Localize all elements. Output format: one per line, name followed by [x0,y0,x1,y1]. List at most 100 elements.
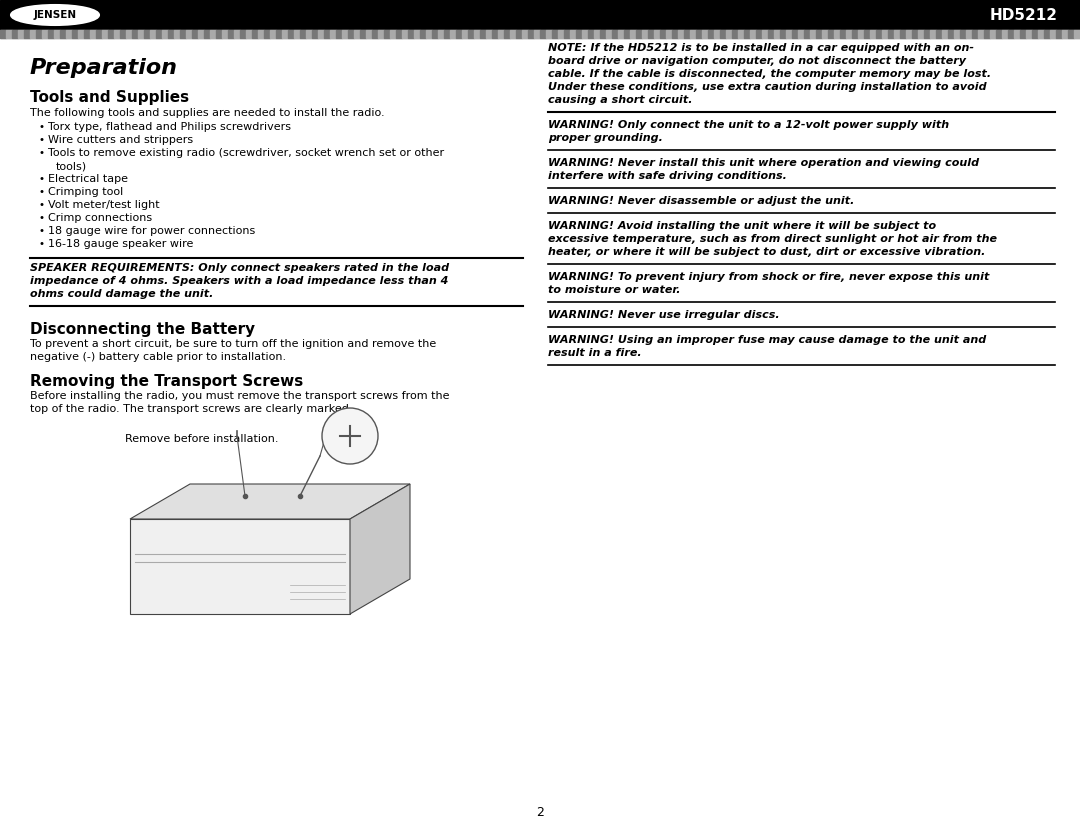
Bar [576,30,582,38]
Bar [240,30,246,38]
Bar [954,30,960,38]
Polygon shape [350,484,410,614]
Text: WARNING! Avoid installing the unit where it will be subject to: WARNING! Avoid installing the unit where… [548,221,936,231]
Bar [636,30,642,38]
Bar [546,30,552,38]
Bar [1002,30,1008,38]
Bar [918,30,924,38]
Bar [342,30,348,38]
Bar [936,30,942,38]
Text: The following tools and supplies are needed to install the radio.: The following tools and supplies are nee… [30,108,384,118]
Bar [168,30,174,38]
Bar [300,30,306,38]
Bar [90,30,96,38]
Text: •: • [38,148,44,158]
Bar [996,30,1002,38]
Bar [432,30,438,38]
Bar [150,30,156,38]
Bar [0,30,1080,38]
Bar [60,30,66,38]
Text: WARNING! Never use irregular discs.: WARNING! Never use irregular discs. [548,310,780,320]
Bar [390,30,396,38]
Bar [6,30,12,38]
Bar [186,30,192,38]
Text: Remove before installation.: Remove before installation. [125,434,279,444]
Bar [246,30,252,38]
Bar [888,30,894,38]
Bar [906,30,912,38]
Text: Crimp connections: Crimp connections [48,213,152,223]
Bar [672,30,678,38]
Bar [702,30,708,38]
Bar [804,30,810,38]
Bar [1068,30,1074,38]
Text: Torx type, flathead and Philips screwdrivers: Torx type, flathead and Philips screwdri… [48,122,291,132]
Bar [0,0,1080,30]
Text: •: • [38,226,44,236]
Text: heater, or where it will be subject to dust, dirt or excessive vibration.: heater, or where it will be subject to d… [548,247,985,257]
Bar [648,30,654,38]
Text: •: • [38,213,44,223]
Bar [54,30,60,38]
Text: board drive or navigation computer, do not disconnect the battery: board drive or navigation computer, do n… [548,56,966,66]
Text: Preparation: Preparation [30,58,178,78]
Bar [1044,30,1050,38]
Bar [984,30,990,38]
Bar [744,30,750,38]
Bar [282,30,288,38]
Text: Removing the Transport Screws: Removing the Transport Screws [30,374,303,389]
Bar [960,30,966,38]
Text: Before installing the radio, you must remove the transport screws from the: Before installing the radio, you must re… [30,391,449,401]
Bar [828,30,834,38]
Bar [510,30,516,38]
Bar [1056,30,1062,38]
Text: result in a fire.: result in a fire. [548,348,642,358]
Bar [822,30,828,38]
Bar [192,30,198,38]
Bar [486,30,492,38]
Bar [642,30,648,38]
Text: Under these conditions, use extra caution during installation to avoid: Under these conditions, use extra cautio… [548,82,987,92]
Text: 18 gauge wire for power connections: 18 gauge wire for power connections [48,226,255,236]
Bar [618,30,624,38]
Bar [834,30,840,38]
Bar [210,30,216,38]
Bar [366,30,372,38]
Bar [312,30,318,38]
Bar [768,30,774,38]
Text: •: • [38,174,44,184]
Bar [144,30,150,38]
Bar [726,30,732,38]
Bar [198,30,204,38]
Bar [126,30,132,38]
Ellipse shape [11,5,99,25]
Bar [36,30,42,38]
Bar [18,30,24,38]
Bar [894,30,900,38]
Bar [798,30,804,38]
Bar [786,30,792,38]
Bar [324,30,330,38]
Bar [180,30,186,38]
Bar [924,30,930,38]
Text: ohms could damage the unit.: ohms could damage the unit. [30,289,214,299]
Bar [882,30,888,38]
Bar [498,30,504,38]
Bar [582,30,588,38]
Bar [462,30,468,38]
Bar [942,30,948,38]
Text: Tools and Supplies: Tools and Supplies [30,90,189,105]
Bar [774,30,780,38]
Bar [216,30,222,38]
Bar [30,30,36,38]
Bar [456,30,462,38]
Bar [72,30,78,38]
Text: causing a short circuit.: causing a short circuit. [548,95,692,105]
Bar [720,30,726,38]
Bar [438,30,444,38]
Bar [846,30,852,38]
Text: proper grounding.: proper grounding. [548,133,663,143]
Bar [12,30,18,38]
Bar [588,30,594,38]
Bar [402,30,408,38]
